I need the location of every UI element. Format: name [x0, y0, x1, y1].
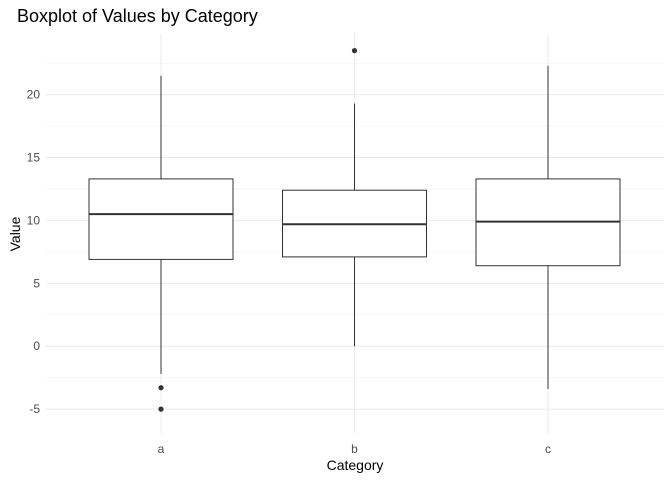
box-group-c [475, 65, 621, 389]
y-tick-label: 0 [33, 339, 40, 353]
outlier-point [158, 406, 164, 412]
x-tick-label: a [158, 442, 165, 456]
chart-title: Boxplot of Values by Category [17, 6, 258, 26]
box-iqr [88, 178, 234, 260]
y-tick-label: -5 [29, 402, 40, 416]
y-axis-ticks: -5 0 5 10 15 20 [27, 88, 41, 416]
box-group-b [282, 48, 427, 347]
outlier-point [158, 385, 164, 391]
y-axis-label: Value [7, 216, 23, 251]
x-tick-label: c [545, 442, 551, 456]
y-tick-label: 15 [27, 151, 41, 165]
outlier-point [351, 48, 358, 54]
y-tick-label: 20 [27, 88, 41, 102]
x-axis-ticks: a b c [158, 442, 551, 456]
x-axis-label: Category [327, 457, 384, 473]
y-tick-label: 10 [27, 213, 41, 227]
x-tick-label: b [351, 442, 358, 456]
y-tick-label: 5 [33, 276, 40, 290]
box-group-a [88, 75, 234, 412]
boxes [88, 48, 621, 412]
